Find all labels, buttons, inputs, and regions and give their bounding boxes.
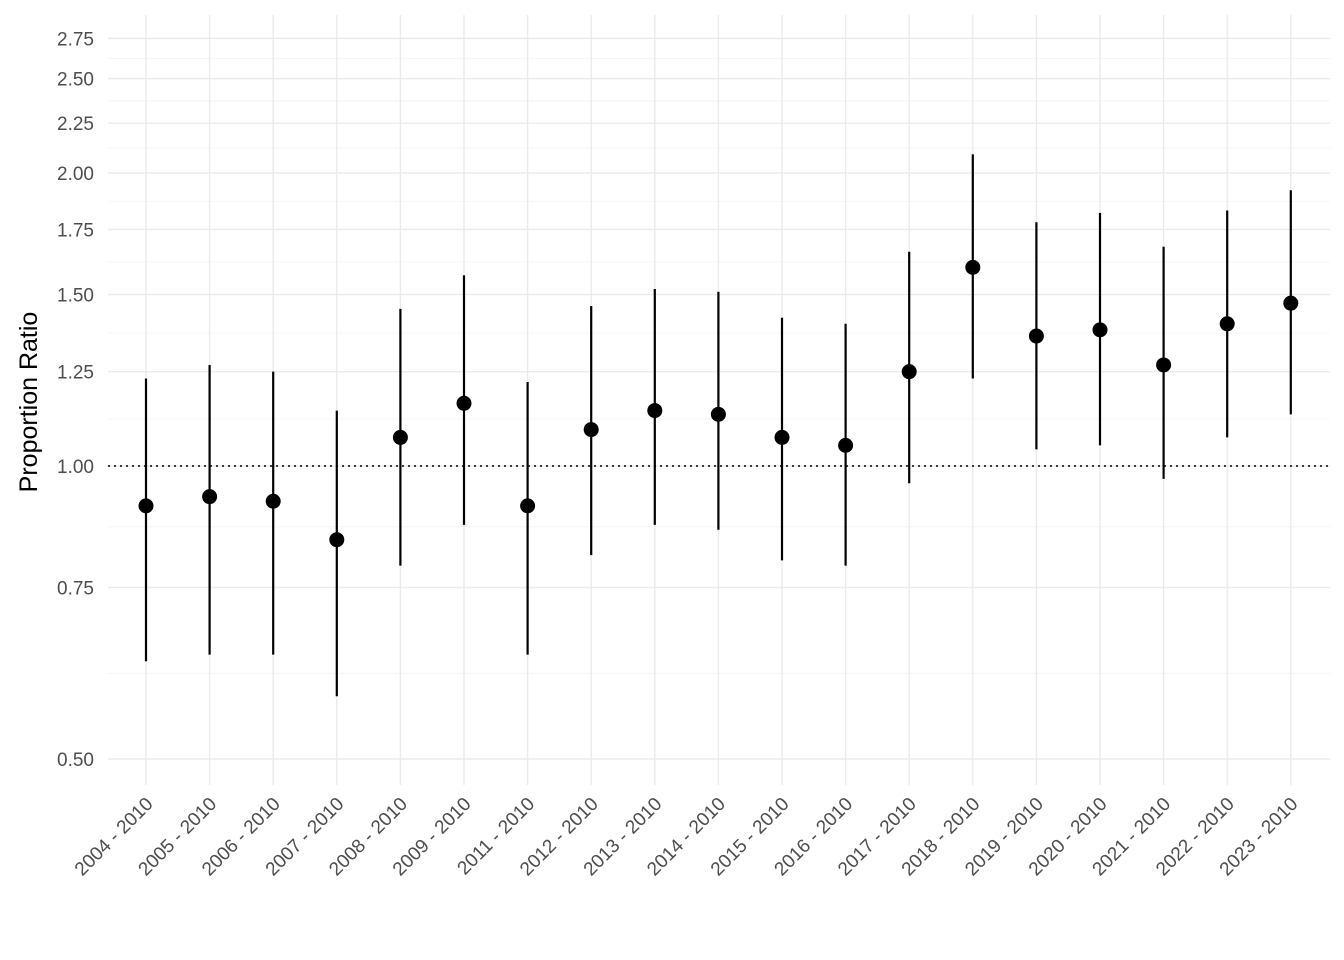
y-axis-title: Proportion Ratio: [15, 312, 43, 493]
data-point: [647, 403, 663, 419]
y-axis-ticks: 0.50 0.75 1.00 1.25 1.50 1.75 2.00 2.25 2.50 2.75: [57, 29, 94, 771]
data-point: [520, 498, 536, 514]
data-point: [838, 437, 854, 453]
y-tick-label: 1.25: [57, 363, 94, 384]
data-point: [138, 498, 154, 514]
y-tick-label: 2.50: [57, 70, 94, 91]
data-points: [138, 259, 1299, 548]
data-point: [965, 259, 981, 275]
y-tick-label: 2.25: [57, 114, 94, 135]
data-point: [710, 406, 726, 422]
data-point: [392, 429, 408, 445]
y-tick-label: 2.75: [57, 29, 94, 50]
data-point: [1092, 322, 1108, 338]
y-tick-label: 0.50: [57, 750, 94, 771]
data-point: [265, 493, 281, 509]
data-point: [329, 532, 345, 548]
y-tick-label: 1.00: [57, 457, 94, 478]
data-point: [1283, 295, 1299, 311]
y-tick-label: 1.50: [57, 286, 94, 307]
data-point: [202, 489, 218, 505]
y-tick-label: 2.00: [57, 164, 94, 185]
data-point: [901, 364, 917, 380]
data-point: [456, 395, 472, 411]
data-point: [1156, 357, 1172, 373]
data-point: [583, 422, 599, 438]
data-point: [1028, 328, 1044, 344]
data-point: [774, 429, 790, 445]
y-tick-label: 1.75: [57, 220, 94, 241]
data-point: [1219, 316, 1235, 332]
y-tick-label: 0.75: [57, 579, 94, 600]
